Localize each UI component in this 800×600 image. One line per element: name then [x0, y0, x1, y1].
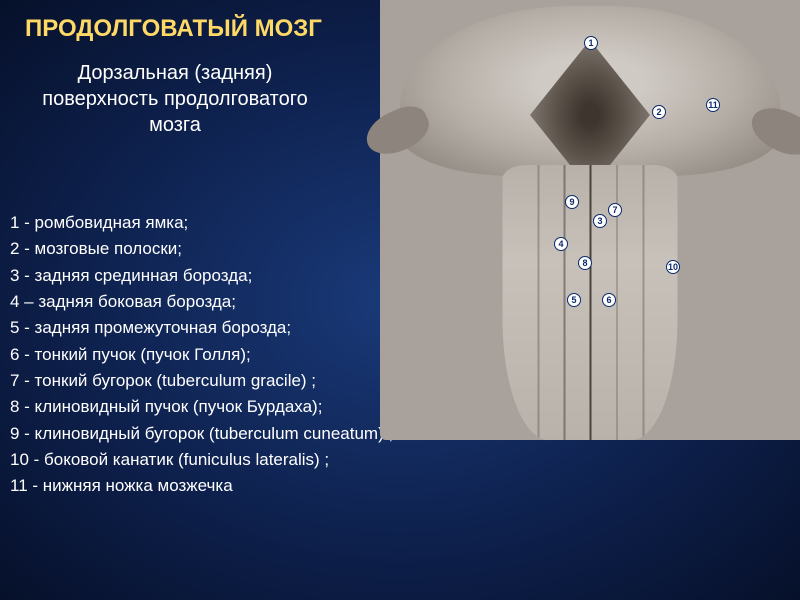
marker-11: 11: [706, 98, 720, 112]
groove-line: [643, 165, 645, 440]
list-item: 5 - задняя промежуточная борозда;: [10, 315, 393, 341]
marker-7: 7: [608, 203, 622, 217]
list-item: 11 - нижняя ножка мозжечка: [10, 473, 393, 499]
list-item: 2 - мозговые полоски;: [10, 236, 393, 262]
list-item: 1 - ромбовидная ямка;: [10, 210, 393, 236]
marker-2: 2: [652, 105, 666, 119]
medulla-stem: [503, 165, 678, 440]
list-item: 6 - тонкий пучок (пучок Голля);: [10, 342, 393, 368]
marker-1: 1: [584, 36, 598, 50]
marker-9: 9: [565, 195, 579, 209]
marker-3: 3: [593, 214, 607, 228]
groove-line: [564, 165, 566, 440]
list-item: 4 – задняя боковая борозда;: [10, 289, 393, 315]
marker-5: 5: [567, 293, 581, 307]
marker-10: 10: [666, 260, 680, 274]
anatomy-specimen: 1 2 11 937 48 10 5 6: [380, 0, 800, 440]
list-item: 9 - клиновидный бугорок (tuberculum cune…: [10, 421, 393, 447]
list-item: 8 - клиновидный пучок (пучок Бурдаха);: [10, 394, 393, 420]
list-item: 10 - боковой канатик (funiculus laterali…: [10, 447, 393, 473]
marker-4: 4: [554, 237, 568, 251]
slide-subtitle: Дорзальная (задняя) поверхность продолго…: [35, 60, 315, 138]
list-item: 3 - задняя срединная борозда;: [10, 263, 393, 289]
marker-8: 8: [578, 256, 592, 270]
list-item: 7 - тонкий бугорок (tuberculum gracile) …: [10, 368, 393, 394]
slide-title: ПРОДОЛГОВАТЫЙ МОЗГ: [25, 15, 322, 43]
groove-line: [538, 165, 540, 440]
structure-list: 1 - ромбовидная ямка; 2 - мозговые полос…: [10, 210, 393, 500]
marker-6: 6: [602, 293, 616, 307]
